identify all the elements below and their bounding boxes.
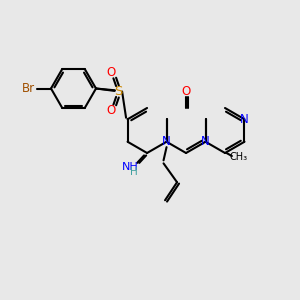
- Text: CH₃: CH₃: [230, 152, 247, 163]
- Text: N: N: [201, 135, 210, 148]
- Text: N: N: [240, 113, 249, 126]
- Text: H: H: [130, 167, 138, 177]
- Text: O: O: [106, 66, 116, 80]
- Text: Br: Br: [22, 82, 35, 95]
- Text: N: N: [162, 135, 171, 148]
- Text: O: O: [182, 85, 191, 98]
- Text: NH: NH: [122, 161, 139, 172]
- Text: O: O: [106, 103, 116, 117]
- Text: S: S: [114, 85, 123, 98]
